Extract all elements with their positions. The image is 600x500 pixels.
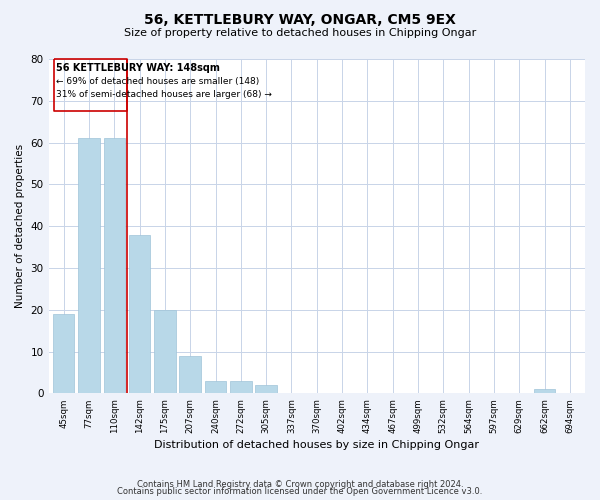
X-axis label: Distribution of detached houses by size in Chipping Ongar: Distribution of detached houses by size … [154,440,479,450]
Bar [179,356,201,394]
Bar [104,138,125,394]
Bar [129,234,151,394]
Text: Contains HM Land Registry data © Crown copyright and database right 2024.: Contains HM Land Registry data © Crown c… [137,480,463,489]
Bar [256,385,277,394]
Bar [534,389,555,394]
Text: 56, KETTLEBURY WAY, ONGAR, CM5 9EX: 56, KETTLEBURY WAY, ONGAR, CM5 9EX [144,12,456,26]
Text: Contains public sector information licensed under the Open Government Licence v3: Contains public sector information licen… [118,488,482,496]
Bar [53,314,74,394]
Text: 56 KETTLEBURY WAY: 148sqm: 56 KETTLEBURY WAY: 148sqm [56,63,220,73]
Bar [154,310,176,394]
Bar [205,381,226,394]
Bar [230,381,251,394]
Text: Size of property relative to detached houses in Chipping Ongar: Size of property relative to detached ho… [124,28,476,38]
Bar [78,138,100,394]
Text: 31% of semi-detached houses are larger (68) →: 31% of semi-detached houses are larger (… [56,90,272,99]
Y-axis label: Number of detached properties: Number of detached properties [15,144,25,308]
Text: ← 69% of detached houses are smaller (148): ← 69% of detached houses are smaller (14… [56,76,259,86]
